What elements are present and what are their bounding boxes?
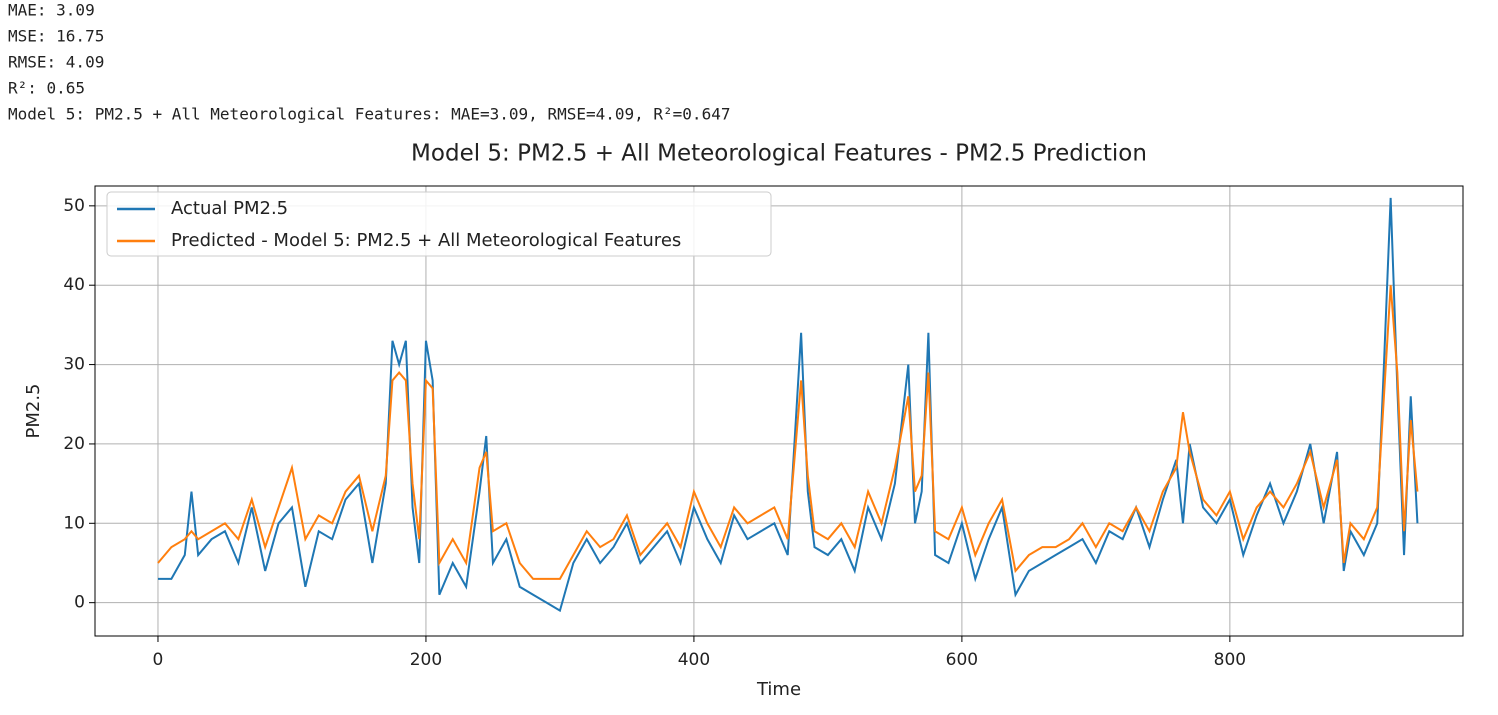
series-line — [157, 285, 1419, 580]
y-tick-label: 0 — [74, 593, 85, 613]
y-axis-label: PM2.5 — [23, 383, 44, 438]
legend-label: Predicted - Model 5: PM2.5 + All Meteoro… — [171, 230, 681, 251]
y-tick-label: 30 — [63, 355, 85, 375]
legend-label: Actual PM2.5 — [171, 198, 288, 219]
series-line — [157, 197, 1419, 613]
chart-title: Model 5: PM2.5 + All Meteorological Feat… — [411, 141, 1147, 167]
y-tick-label: 20 — [63, 434, 85, 454]
output-line: MAE: 3.09 — [8, 1, 95, 20]
y-tick-label: 10 — [63, 513, 85, 533]
y-tick-label: 40 — [63, 275, 85, 295]
x-tick-label: 400 — [678, 650, 710, 670]
x-tick-label: 800 — [1214, 650, 1246, 670]
legend-box — [106, 191, 772, 257]
x-tick-label: 600 — [946, 650, 978, 670]
output-line: RMSE: 4.09 — [8, 53, 104, 72]
output-line: Model 5: PM2.5 + All Meteorological Feat… — [8, 105, 730, 124]
output-line: MSE: 16.75 — [8, 27, 104, 46]
y-tick-label: 50 — [63, 196, 85, 216]
plot-frame — [94, 185, 1464, 637]
output-line: R²: 0.65 — [8, 79, 85, 98]
x-tick-label: 200 — [410, 650, 442, 670]
x-tick-label: 0 — [153, 650, 164, 670]
x-axis-label: Time — [756, 679, 801, 700]
